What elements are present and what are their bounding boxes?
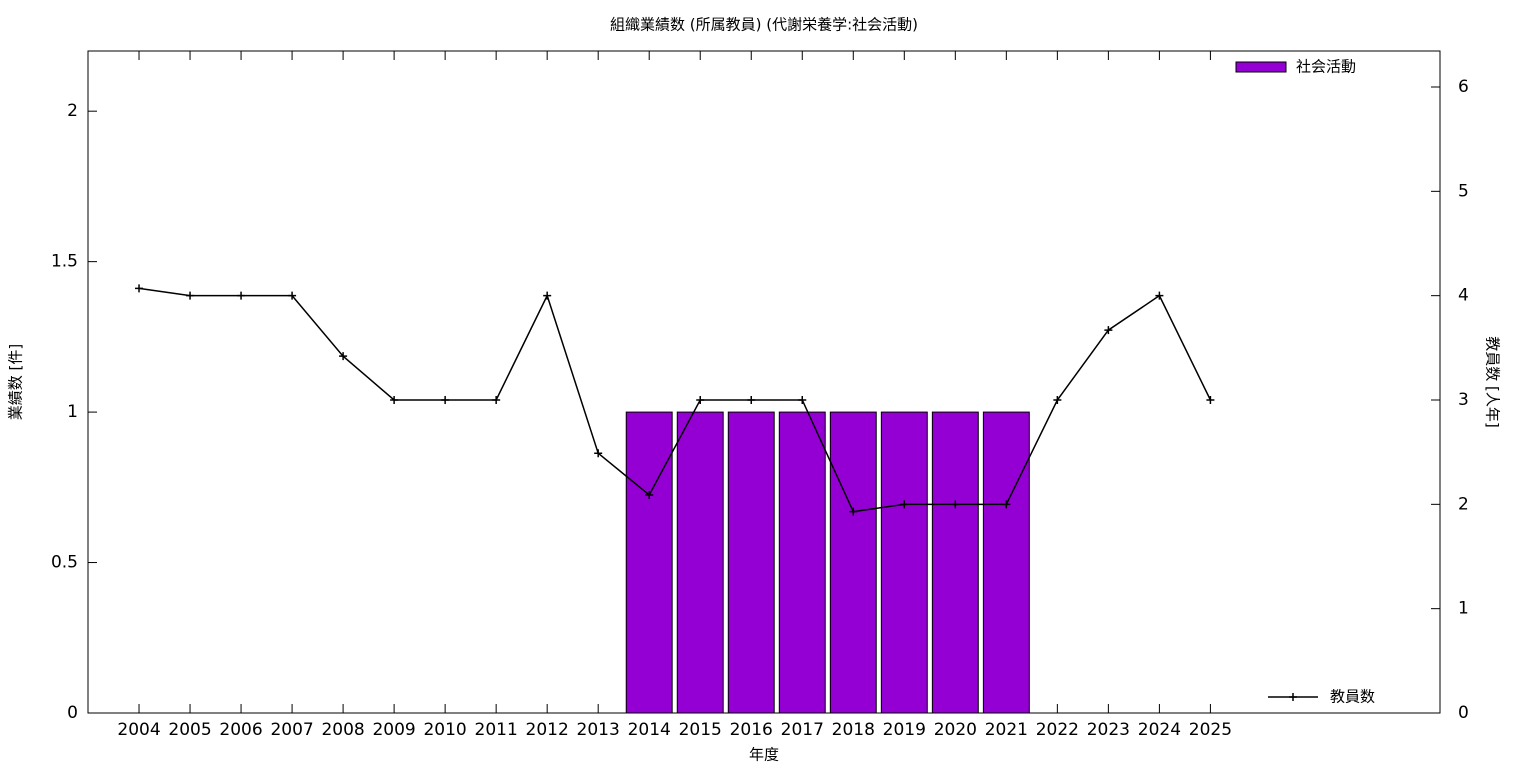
x-tick-label: 2009	[372, 720, 415, 740]
point	[186, 291, 195, 300]
x-tick-label: 2023	[1087, 720, 1130, 740]
y-tick-label: 0	[67, 703, 78, 723]
y2-tick-label: 0	[1458, 703, 1469, 723]
x-tick-label: 2013	[577, 720, 620, 740]
y2-tick-label: 5	[1458, 181, 1469, 201]
x-tick-label: 2012	[526, 720, 569, 740]
y-tick-label: 2	[67, 101, 78, 121]
y2-tick-label: 3	[1458, 390, 1469, 410]
x-tick-label: 2015	[679, 720, 722, 740]
x-tick-label: 2010	[423, 720, 466, 740]
bar	[676, 411, 724, 714]
y2-tick-label: 1	[1458, 599, 1469, 619]
point	[1002, 500, 1011, 509]
y2-axis-label: 教員数 [人年]	[1484, 336, 1502, 427]
bar	[829, 411, 877, 714]
chart-title: 組織業績数 (所属教員) (代謝栄養学:社会活動)	[610, 16, 918, 34]
x-tick-label: 2024	[1138, 720, 1181, 740]
point	[900, 500, 909, 509]
point	[849, 507, 858, 516]
x-axis-label: 年度	[749, 746, 779, 764]
x-tick-label: 2011	[475, 720, 518, 740]
x-tick-label: 2021	[985, 720, 1028, 740]
bar	[778, 411, 826, 714]
legend-swatch	[1289, 693, 1297, 701]
point	[339, 352, 348, 361]
x-tick-label: 2005	[168, 720, 211, 740]
y2-tick-label: 2	[1458, 494, 1469, 514]
point	[237, 291, 246, 300]
y-tick-label: 1	[67, 402, 78, 422]
y2-tick-label: 4	[1458, 286, 1469, 306]
x-tick-label: 2004	[117, 720, 160, 740]
bar	[625, 411, 673, 714]
x-tick-label: 2025	[1189, 720, 1232, 740]
point	[1206, 395, 1215, 404]
x-tick-label: 2019	[883, 720, 926, 740]
y2-tick-label: 6	[1458, 77, 1469, 97]
bar	[880, 411, 928, 714]
point	[288, 291, 297, 300]
y-tick-label: 1.5	[51, 252, 78, 272]
point	[1053, 395, 1062, 404]
point	[135, 284, 144, 293]
bar	[931, 411, 979, 714]
point	[1104, 326, 1113, 335]
point	[951, 500, 960, 509]
x-tick-label: 2007	[270, 720, 313, 740]
point	[798, 395, 807, 404]
bar	[727, 411, 775, 714]
legend-label: 社会活動	[1296, 58, 1356, 76]
point	[1155, 291, 1164, 300]
point	[747, 395, 756, 404]
bar	[982, 411, 1030, 714]
x-tick-label: 2022	[1036, 720, 1079, 740]
legend-swatch	[1235, 61, 1287, 73]
point	[645, 490, 654, 499]
x-tick-label: 2020	[934, 720, 977, 740]
line	[138, 287, 1212, 513]
x-tick-label: 2017	[781, 720, 824, 740]
legend-label: 教員数	[1330, 688, 1375, 706]
x-tick-label: 2008	[321, 720, 364, 740]
y-tick-label: 0.5	[51, 553, 78, 573]
x-tick-label: 2006	[219, 720, 262, 740]
point	[441, 395, 450, 404]
point	[492, 395, 501, 404]
x-tick-label: 2018	[832, 720, 875, 740]
y-axis-label: 業績数 [件]	[7, 344, 25, 420]
x-tick-label: 2016	[730, 720, 773, 740]
point	[696, 395, 705, 404]
point	[390, 395, 399, 404]
point	[543, 291, 552, 300]
x-tick-label: 2014	[628, 720, 671, 740]
point	[594, 449, 603, 458]
